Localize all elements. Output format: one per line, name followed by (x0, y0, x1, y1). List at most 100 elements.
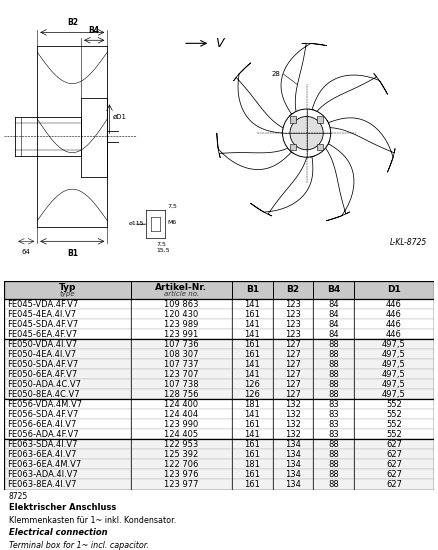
Bar (4, 449, 131, 459)
Bar (354, 459, 434, 470)
Text: 127: 127 (285, 370, 301, 379)
Text: FE063-ADA.4I.V7: FE063-ADA.4I.V7 (7, 470, 78, 479)
Text: FE050-VDA.4I.V7: FE050-VDA.4I.V7 (7, 340, 77, 349)
Text: FE050-ADA.4C.V7: FE050-ADA.4C.V7 (7, 380, 81, 389)
Bar (272, 339, 314, 349)
Bar (4, 339, 131, 349)
Text: Artikel-Nr.: Artikel-Nr. (155, 283, 208, 292)
Text: 88: 88 (328, 350, 339, 359)
Bar (131, 430, 232, 439)
Bar (4, 309, 131, 320)
Text: FE056-SDA.4F.V7: FE056-SDA.4F.V7 (7, 410, 78, 419)
Bar (272, 329, 314, 339)
Text: 627: 627 (386, 470, 402, 479)
Bar (131, 459, 232, 470)
Bar (131, 370, 232, 379)
Circle shape (290, 117, 323, 150)
Text: 126: 126 (244, 380, 260, 389)
Text: 123: 123 (285, 310, 301, 319)
Text: 132: 132 (285, 430, 301, 439)
Text: 28: 28 (272, 71, 280, 77)
Text: 161: 161 (244, 310, 260, 319)
Text: type: type (60, 290, 75, 296)
Bar (314, 439, 354, 449)
Bar (232, 359, 272, 370)
Bar (131, 480, 232, 490)
Bar (232, 339, 272, 349)
Bar (4, 430, 131, 439)
Bar (4, 329, 131, 339)
Text: 83: 83 (328, 410, 339, 419)
Bar (272, 280, 314, 299)
Text: 141: 141 (244, 370, 260, 379)
Text: 7,5: 7,5 (167, 204, 177, 208)
Text: 84: 84 (328, 330, 339, 339)
Bar (272, 359, 314, 370)
Bar (131, 349, 232, 359)
Bar (232, 459, 272, 470)
Bar (4, 379, 131, 389)
Text: Elektrischer Anschluss: Elektrischer Anschluss (9, 503, 116, 512)
Text: 88: 88 (328, 360, 339, 369)
Text: 107 737: 107 737 (164, 360, 199, 369)
Text: FE056-ADA.4F.V7: FE056-ADA.4F.V7 (7, 430, 79, 439)
Bar (131, 339, 232, 349)
Bar (4, 399, 131, 409)
Text: 446: 446 (386, 310, 402, 319)
Text: B1: B1 (246, 285, 259, 294)
Bar (272, 420, 314, 430)
Text: FE050-6EA.4F.V7: FE050-6EA.4F.V7 (7, 370, 77, 379)
Bar (131, 420, 232, 430)
Bar (354, 409, 434, 420)
Bar (314, 409, 354, 420)
Text: 497,5: 497,5 (382, 380, 406, 389)
Bar (232, 280, 272, 299)
Bar (272, 470, 314, 480)
Text: FE050-8EA.4C.V7: FE050-8EA.4C.V7 (7, 390, 80, 399)
Text: 88: 88 (328, 460, 339, 469)
Bar (4, 470, 131, 480)
Text: 141: 141 (244, 300, 260, 309)
Text: 497,5: 497,5 (382, 370, 406, 379)
Text: FE050-SDA.4F.V7: FE050-SDA.4F.V7 (7, 360, 78, 369)
Polygon shape (233, 63, 283, 136)
Bar (317, 117, 323, 123)
Bar (4, 280, 131, 299)
Text: Electrical connection: Electrical connection (9, 528, 107, 537)
Bar (4, 420, 131, 430)
Bar (272, 439, 314, 449)
Bar (232, 439, 272, 449)
Text: 497,5: 497,5 (382, 390, 406, 399)
Bar (354, 299, 434, 309)
Bar (354, 399, 434, 409)
Text: 123 976: 123 976 (164, 470, 199, 479)
Bar (131, 359, 232, 370)
Text: 161: 161 (244, 450, 260, 459)
Bar (354, 329, 434, 339)
Text: 8725: 8725 (9, 492, 28, 501)
Text: 446: 446 (386, 300, 402, 309)
Bar (4, 349, 131, 359)
Text: 125 392: 125 392 (164, 450, 198, 459)
Text: 134: 134 (285, 460, 301, 469)
Bar (354, 349, 434, 359)
Bar (131, 389, 232, 399)
Text: 123: 123 (285, 300, 301, 309)
Text: 124 400: 124 400 (164, 400, 198, 409)
Text: 124 404: 124 404 (164, 410, 198, 419)
Bar (272, 320, 314, 329)
Text: 107 736: 107 736 (164, 340, 199, 349)
Bar (4, 370, 131, 379)
Bar (232, 430, 272, 439)
Text: FE056-6EA.4I.V7: FE056-6EA.4I.V7 (7, 420, 76, 429)
Text: 627: 627 (386, 480, 402, 489)
Bar (131, 320, 232, 329)
Bar (290, 144, 296, 150)
Text: 127: 127 (285, 380, 301, 389)
Bar (4, 389, 131, 399)
Text: M6: M6 (167, 220, 177, 225)
Text: 141: 141 (244, 360, 260, 369)
Bar (314, 480, 354, 490)
Text: article no.: article no. (164, 290, 199, 296)
Bar (4, 359, 131, 370)
